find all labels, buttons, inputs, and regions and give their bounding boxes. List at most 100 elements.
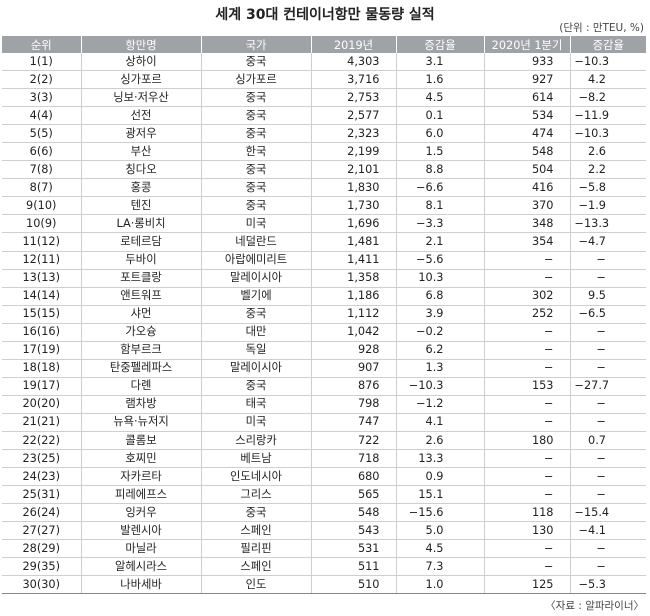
volume-2020q1-cell: 474 — [484, 124, 571, 144]
rank-cell: 27(27) — [2, 521, 82, 541]
change-2020q1-cell: − — [570, 359, 646, 378]
change-2020q1-cell: −10.3 — [570, 53, 646, 72]
table-row: 1(1) 상하이 중국 4,303 3.1 933 −10.3 — [2, 53, 646, 72]
rank-cell: 11(12) — [2, 232, 82, 252]
change-2019-cell: 1.5 — [396, 142, 485, 162]
port-name-cell: 다롄 — [81, 377, 202, 396]
source-note: 〈자료 : 알파라이너〉 — [545, 600, 644, 612]
change-2020q1-cell: −11.9 — [570, 106, 646, 126]
volume-2019-cell: 1,186 — [311, 287, 397, 306]
volume-2019-cell: 907 — [311, 359, 397, 378]
table-row: 13(13) 포트클랑 말레이시아 1,358 10.3− − — [2, 269, 646, 288]
change-2020q1-cell: −8.2 — [570, 88, 646, 108]
header-2020q1: 2020년 1분기 — [484, 36, 571, 53]
volume-2020q1-cell: 370 — [484, 196, 571, 216]
table-row: 23(25) 호찌민 베트남 718 13.3− − — [2, 449, 646, 469]
country-cell: 스페인 — [201, 521, 312, 541]
country-cell: 중국 — [201, 178, 312, 198]
rank-cell: 10(9) — [2, 214, 82, 234]
change-2019-cell: 4.1 — [396, 413, 485, 432]
country-cell: 중국 — [201, 305, 312, 324]
volume-2019-cell: 1,358 — [311, 269, 397, 288]
country-cell: 인도네시아 — [201, 467, 312, 487]
volume-2019-cell: 722 — [311, 431, 397, 451]
port-name-cell: 앤트워프 — [81, 287, 202, 306]
change-2019-cell: 1.6 — [396, 70, 485, 90]
port-name-cell: 선전 — [81, 106, 202, 126]
volume-2019-cell: 2,323 — [311, 124, 397, 144]
change-2019-cell: 4.5 — [396, 88, 485, 108]
rank-cell: 6(6) — [2, 142, 82, 162]
header-change-2020q1: 증감율 — [570, 36, 646, 53]
volume-2019-cell: 2,577 — [311, 106, 397, 126]
port-name-cell: 싱가포르 — [81, 70, 202, 90]
table-row: 25(31) 피레에프스 그리스 565 15.1− − — [2, 485, 646, 505]
volume-2020q1-cell: − — [484, 269, 571, 288]
rank-cell: 30(30) — [2, 575, 82, 595]
change-2020q1-cell: −6.5 — [570, 305, 646, 324]
volume-2019-cell: 718 — [311, 449, 397, 469]
volume-2020q1-cell: − — [484, 557, 571, 577]
change-2020q1-cell: −13.3 — [570, 214, 646, 234]
unit-note: (단위 : 만TEU, %) — [559, 22, 644, 34]
country-cell: 중국 — [201, 88, 312, 108]
table-row: 22(22) 콜롬보 스리랑카 722 2.6 180 0.7 — [2, 431, 646, 451]
change-2020q1-cell: − — [570, 539, 646, 559]
change-2020q1-cell: −27.7 — [570, 377, 646, 396]
rank-cell: 18(18) — [2, 359, 82, 378]
port-name-cell: 함부르크 — [81, 341, 202, 360]
table-row: 4(4) 선전 중국 2,577 0.1 534 −11.9 — [2, 106, 646, 126]
volume-2019-cell: 928 — [311, 341, 397, 360]
rank-cell: 8(7) — [2, 178, 82, 198]
change-2020q1-cell: −5.8 — [570, 178, 646, 198]
country-cell: 인도 — [201, 575, 312, 595]
table-row: 24(23) 자카르타 인도네시아 680 0.9− − — [2, 467, 646, 487]
change-2020q1-cell: − — [570, 341, 646, 360]
volume-2019-cell: 511 — [311, 557, 397, 577]
change-2020q1-cell: −4.1 — [570, 521, 646, 541]
country-cell: 중국 — [201, 196, 312, 216]
rank-cell: 17(19) — [2, 341, 82, 360]
change-2019-cell: 3.1 — [396, 53, 485, 72]
change-2019-cell: −0.2 — [396, 323, 485, 342]
port-throughput-table: 순위 항만명 국가 2019년 증감율 2020년 1분기 증감율 1(1) 상하… — [2, 36, 646, 595]
change-2019-cell: 4.5 — [396, 539, 485, 559]
change-2019-cell: −5.6 — [396, 251, 485, 270]
volume-2019-cell: 2,101 — [311, 160, 397, 180]
volume-2020q1-cell: 548 — [484, 142, 571, 162]
table-row: 10(9) LA·롱비치 미국 1,696 −3.3 348 −13.3 — [2, 214, 646, 234]
port-name-cell: 칭다오 — [81, 160, 202, 180]
change-2020q1-cell: 9.5 — [570, 287, 646, 306]
volume-2020q1-cell: 416 — [484, 178, 571, 198]
country-cell: 중국 — [201, 503, 312, 523]
change-2020q1-cell: − — [570, 413, 646, 432]
change-2020q1-cell: −5.3 — [570, 575, 646, 595]
volume-2019-cell: 680 — [311, 467, 397, 487]
country-cell: 말레이시아 — [201, 269, 312, 288]
port-name-cell: 광저우 — [81, 124, 202, 144]
change-2019-cell: 6.2 — [396, 341, 485, 360]
volume-2020q1-cell: − — [484, 413, 571, 432]
country-cell: 대만 — [201, 323, 312, 342]
volume-2020q1-cell: 354 — [484, 232, 571, 252]
volume-2020q1-cell: 153 — [484, 377, 571, 396]
rank-cell: 5(5) — [2, 124, 82, 144]
port-name-cell: 포트클랑 — [81, 269, 202, 288]
port-name-cell: 탄중펠레파스 — [81, 359, 202, 378]
change-2019-cell: 3.9 — [396, 305, 485, 324]
country-cell: 스페인 — [201, 557, 312, 577]
table-row: 26(24) 잉커우 중국 548 −15.6 118 −15.4 — [2, 503, 646, 523]
change-2019-cell: 6.8 — [396, 287, 485, 306]
table-row: 20(20) 램차방 태국 798 −1.2− − — [2, 395, 646, 414]
table-row: 15(15) 샤먼 중국 1,112 3.9 252 −6.5 — [2, 305, 646, 324]
rank-cell: 20(20) — [2, 395, 82, 414]
volume-2019-cell: 1,042 — [311, 323, 397, 342]
country-cell: 중국 — [201, 377, 312, 396]
table-row: 5(5) 광저우 중국 2,323 6.0 474 −10.3 — [2, 124, 646, 144]
table-row: 9(10) 텐진 중국 1,730 8.1 370 −1.9 — [2, 196, 646, 216]
volume-2019-cell: 747 — [311, 413, 397, 432]
change-2019-cell: −10.3 — [396, 377, 485, 396]
volume-2020q1-cell: 302 — [484, 287, 571, 306]
rank-cell: 3(3) — [2, 88, 82, 108]
